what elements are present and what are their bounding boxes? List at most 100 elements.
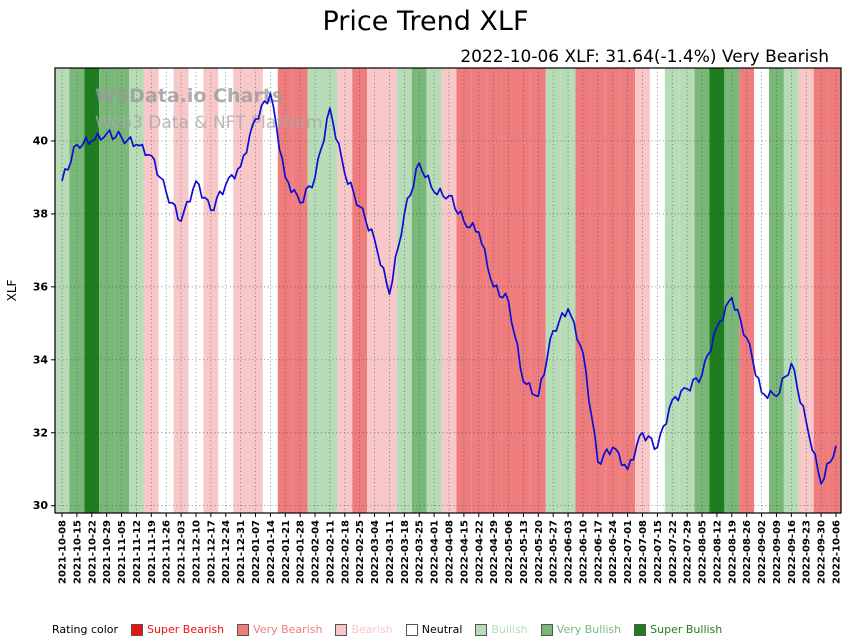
x-tick-label: 2022-07-22 bbox=[668, 520, 679, 584]
x-tick-label: 2022-02-11 bbox=[325, 520, 336, 584]
rating-legend: Rating color Super Bearish Very Bearish Be… bbox=[52, 623, 722, 636]
x-tick-label: 2022-01-28 bbox=[296, 520, 307, 584]
x-tick-label: 2022-05-06 bbox=[504, 520, 515, 584]
rating-band bbox=[248, 68, 263, 513]
legend-item-bearish: Bearish bbox=[335, 623, 393, 636]
y-tick-label: 40 bbox=[33, 134, 49, 147]
x-tick-label: 2021-11-12 bbox=[132, 520, 143, 584]
x-tick-label: 2022-01-21 bbox=[281, 520, 292, 584]
x-tick-label: 2021-12-10 bbox=[191, 520, 202, 584]
legend-item-bullish: Bullish bbox=[475, 623, 528, 636]
legend-swatch bbox=[405, 623, 418, 636]
rating-band bbox=[143, 68, 159, 513]
legend-item-label: Very Bearish bbox=[253, 623, 323, 636]
rating-band bbox=[501, 68, 516, 513]
rating-band bbox=[709, 68, 725, 513]
x-tick-label: 2021-11-05 bbox=[117, 520, 128, 584]
x-tick-label: 2022-09-30 bbox=[817, 520, 828, 584]
x-tick-label: 2022-04-08 bbox=[445, 520, 456, 584]
x-tick-label: 2022-04-01 bbox=[430, 520, 441, 584]
x-tick-label: 2022-02-25 bbox=[355, 520, 366, 584]
x-tick-label: 2022-03-11 bbox=[385, 520, 396, 584]
rating-band bbox=[203, 68, 219, 513]
legend-item-label: Neutral bbox=[421, 623, 463, 636]
legend-swatch bbox=[131, 623, 144, 636]
rating-band bbox=[828, 68, 841, 513]
y-axis-label: XLF bbox=[5, 280, 19, 302]
rating-band bbox=[352, 68, 368, 513]
x-tick-label: 2022-06-10 bbox=[578, 520, 589, 584]
x-tick-label: 2021-11-19 bbox=[147, 520, 158, 584]
x-tick-label: 2022-03-25 bbox=[415, 520, 426, 584]
rating-band bbox=[590, 68, 606, 513]
x-tick-label: 2022-01-14 bbox=[266, 520, 277, 584]
x-tick-label: 2022-06-17 bbox=[593, 520, 604, 584]
legend-swatch bbox=[540, 623, 553, 636]
rating-band bbox=[664, 68, 680, 513]
x-tick-label: 2022-07-08 bbox=[638, 520, 649, 584]
rating-band bbox=[739, 68, 755, 513]
x-tick-label: 2022-08-12 bbox=[712, 520, 723, 584]
rating-band bbox=[426, 68, 442, 513]
legend-item-label: Very Bullish bbox=[556, 623, 622, 636]
y-tick-label: 30 bbox=[33, 499, 49, 512]
legend-item-label: Super Bearish bbox=[147, 623, 225, 636]
rating-band bbox=[545, 68, 561, 513]
x-tick-label: 2022-04-29 bbox=[489, 520, 500, 584]
y-tick-label: 32 bbox=[33, 426, 48, 439]
rating-band bbox=[813, 68, 829, 513]
legend-swatch bbox=[634, 623, 647, 636]
x-tick-label: 2021-10-22 bbox=[87, 520, 98, 584]
x-tick-label: 2022-05-13 bbox=[519, 520, 530, 584]
x-tick-label: 2022-09-09 bbox=[772, 520, 783, 584]
rating-band bbox=[188, 68, 204, 513]
rating-band bbox=[620, 68, 636, 513]
chart-subtitle: 2022-10-06 XLF: 31.64(-1.4%) Very Bearis… bbox=[460, 47, 829, 67]
legend-items: Super Bearish Very Bearish Bearish Neutral B… bbox=[131, 623, 722, 636]
rating-band bbox=[262, 68, 278, 513]
x-tick-label: 2021-12-31 bbox=[236, 520, 247, 584]
legend-swatch bbox=[237, 623, 250, 636]
chart-title: Price Trend XLF bbox=[322, 6, 529, 37]
legend-label: Rating color bbox=[52, 623, 119, 636]
watermark-line2: Web3 Data & NFT Platform bbox=[95, 113, 323, 133]
rating-band bbox=[396, 68, 412, 513]
rating-band bbox=[798, 68, 814, 513]
x-tick-label: 2022-04-15 bbox=[459, 520, 470, 584]
legend-item-very-bearish: Very Bearish bbox=[237, 623, 322, 636]
x-tick-label: 2022-08-05 bbox=[698, 520, 709, 584]
rating-band bbox=[218, 68, 234, 513]
legend-swatch bbox=[335, 623, 348, 636]
x-tick-label: 2021-12-03 bbox=[177, 520, 188, 584]
legend-item-label: Bearish bbox=[351, 623, 393, 636]
x-tick-label: 2022-03-04 bbox=[370, 520, 381, 584]
price-line bbox=[61, 92, 837, 485]
legend-item-very-bullish: Very Bullish bbox=[540, 623, 622, 636]
rating-band bbox=[158, 68, 174, 513]
x-tick-label: 2022-07-29 bbox=[683, 520, 694, 584]
x-tick-label: 2022-04-22 bbox=[474, 520, 485, 584]
legend-item-label: Super Bullish bbox=[650, 623, 723, 636]
y-tick-label: 38 bbox=[33, 207, 48, 220]
rating-band bbox=[679, 68, 695, 513]
rating-band bbox=[635, 68, 650, 513]
x-tick-label: 2022-06-03 bbox=[564, 520, 575, 584]
rating-band bbox=[575, 68, 591, 513]
legend-item-neutral: Neutral bbox=[405, 623, 463, 636]
x-tick-label: 2022-09-02 bbox=[757, 520, 768, 584]
legend-item-super-bearish: Super Bearish bbox=[131, 623, 224, 636]
x-tick-label: 2021-10-15 bbox=[72, 520, 83, 584]
rating-band bbox=[530, 68, 546, 513]
legend-item-super-bullish: Super Bullish bbox=[634, 623, 722, 636]
rating-band bbox=[724, 68, 740, 513]
rating-band bbox=[114, 68, 129, 513]
rating-band bbox=[99, 68, 115, 513]
rating-band bbox=[84, 68, 100, 513]
x-tick-label: 2022-02-18 bbox=[340, 520, 351, 584]
rating-band bbox=[456, 68, 472, 513]
y-tick-label: 34 bbox=[33, 353, 49, 366]
x-tick-label: 2021-12-24 bbox=[221, 520, 232, 584]
x-tick-label: 2022-07-15 bbox=[653, 520, 664, 584]
x-tick-label: 2022-10-06 bbox=[832, 520, 843, 584]
x-tick-label: 2021-12-17 bbox=[206, 520, 217, 584]
